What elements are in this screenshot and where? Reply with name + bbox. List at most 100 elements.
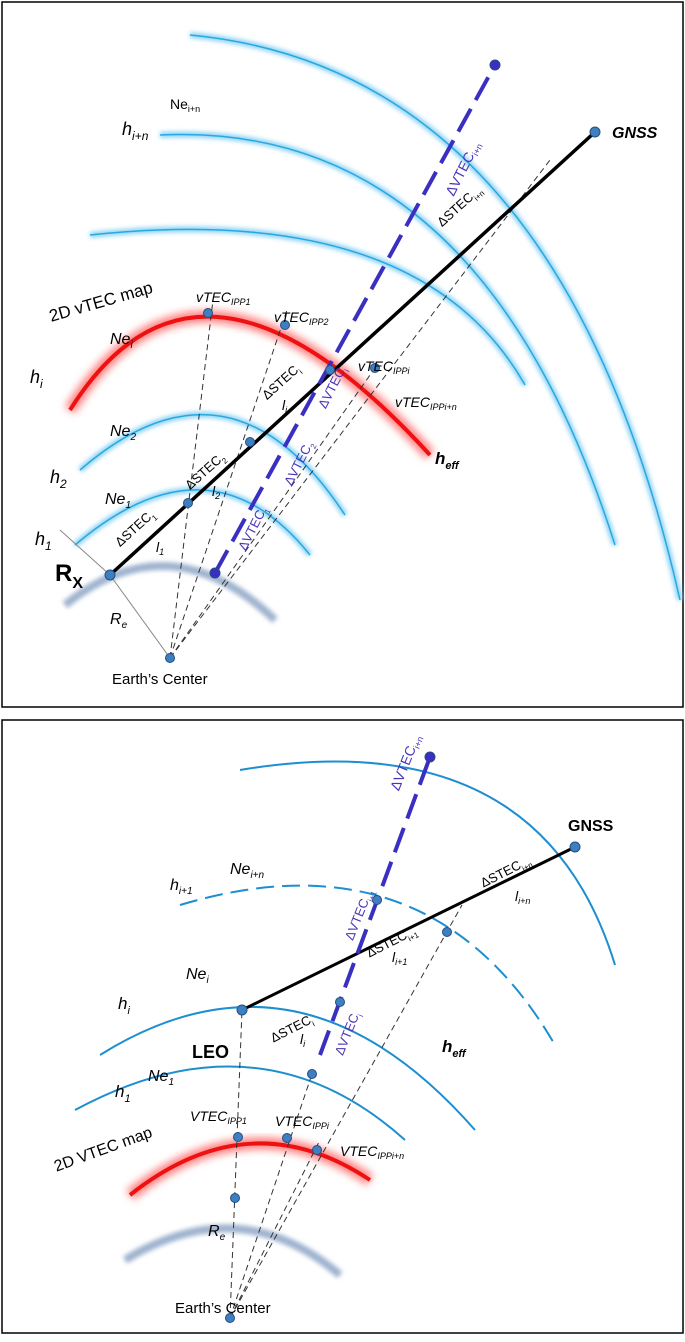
label: ΔVTECi	[315, 364, 351, 412]
label: Ne1	[148, 1068, 174, 1088]
label-subscript: i	[303, 1039, 306, 1049]
label: VTECIPPi	[275, 1113, 330, 1132]
label-text: Ne	[110, 423, 131, 440]
label-subscript: i	[285, 405, 288, 415]
label-text: R	[55, 560, 72, 587]
label-text: ΔVTEC	[442, 149, 477, 198]
label-subscript: i	[342, 367, 351, 373]
label: h1	[115, 1082, 131, 1104]
label-text: ΔSTEC	[268, 1013, 313, 1046]
label-text: h	[30, 367, 40, 387]
label: h1	[35, 529, 52, 553]
label-subscript: 1	[45, 539, 52, 553]
label-text: ΔSTEC	[182, 453, 224, 493]
label-text: VTEC	[340, 1143, 378, 1159]
label-subscript: i+n	[412, 735, 426, 750]
label-subscript: 1	[150, 512, 160, 522]
label-text: ΔVTEC	[342, 897, 372, 943]
label: 2D vTEC map	[47, 278, 155, 326]
top-arcs	[62, 32, 683, 623]
label-text: Ne	[186, 966, 207, 983]
label-text: GNSS	[612, 125, 658, 142]
label-text: l	[300, 1031, 304, 1047]
label-text: h	[442, 1037, 452, 1056]
label: Re	[208, 1223, 226, 1243]
label-text: vTEC	[274, 309, 310, 325]
label: vTECIPPi+n	[395, 394, 457, 413]
label-subscript: 2	[308, 442, 318, 451]
label-subscript: i	[206, 975, 209, 986]
label-subscript: i+n	[471, 142, 485, 157]
label-subscript: 2	[214, 491, 220, 501]
label: vTECIPP2	[274, 309, 329, 328]
label-subscript: i+n	[188, 104, 200, 114]
label: l1	[156, 539, 164, 558]
label-text: l	[282, 397, 286, 413]
top-panel	[1, 1, 684, 708]
label: Nei+n	[170, 96, 200, 115]
label-text: R	[110, 611, 122, 628]
label: LEO	[192, 1042, 229, 1062]
label: heff	[435, 449, 460, 471]
label-text: VTEC	[190, 1108, 228, 1124]
label-subscript: eff	[452, 1048, 467, 1060]
label-subscript: IPPi+n	[430, 402, 457, 412]
label: Ne1	[105, 491, 131, 511]
label-text: h	[122, 119, 132, 139]
label-text: h	[118, 994, 127, 1013]
top-points	[104, 59, 601, 663]
label: VTECIPPi+n	[340, 1143, 404, 1162]
label-subscript: IPPi	[393, 366, 411, 376]
label: ΔSTECi	[268, 1012, 316, 1048]
label: 2D VTEC map	[52, 1124, 155, 1175]
label-subscript: i	[130, 340, 133, 351]
bottom-arcs	[74, 760, 616, 1279]
bottom-points	[225, 751, 581, 1323]
label-subscript: i	[40, 377, 43, 391]
label-text: Ne	[110, 331, 131, 348]
label-subscript: i+n	[132, 129, 149, 143]
label-text: Ne	[105, 491, 126, 508]
label: Earth’s Center	[112, 671, 208, 688]
label-text: l	[212, 483, 216, 499]
label: li+n	[515, 888, 530, 907]
bottom-panel	[1, 719, 684, 1334]
label-subscript: i+n	[518, 896, 530, 906]
label-subscript: i	[356, 1013, 365, 1018]
label: l2	[212, 483, 220, 502]
label: GNSS	[612, 125, 658, 142]
label-text: VTEC	[275, 1113, 313, 1129]
label: heff	[442, 1037, 467, 1059]
label: RX	[55, 560, 83, 591]
label-text: R	[208, 1223, 220, 1240]
label-subscript: e	[220, 1232, 226, 1243]
label-text: ΔSTEC	[364, 928, 409, 961]
label-text: l	[156, 539, 160, 555]
label-text: 2D vTEC map	[47, 278, 155, 326]
label-subscript: X	[72, 575, 83, 592]
label-text: ΔVTEC	[315, 365, 348, 410]
label: h2	[50, 467, 67, 491]
label-subscript: IPP2	[309, 317, 329, 327]
label-text: l	[515, 888, 519, 904]
label: li	[300, 1031, 306, 1050]
label-subscript: 1	[262, 507, 272, 516]
label-text: Ne	[230, 861, 251, 878]
label-subscript: i+n	[250, 870, 264, 881]
label-subscript: eff	[445, 460, 460, 472]
label-text: Ne	[170, 96, 188, 112]
label: Re	[110, 611, 128, 631]
label-subscript: 2	[59, 477, 67, 491]
label-text: GNSS	[568, 818, 614, 835]
label-text: h	[435, 449, 445, 468]
label: Nei+n	[230, 861, 265, 881]
label: Earth’s Center	[175, 1300, 271, 1317]
label-text: h	[35, 529, 45, 549]
label-text: h	[170, 877, 179, 894]
label: vTECIPP1	[196, 289, 251, 308]
label-text: h	[50, 467, 60, 487]
label: hi+n	[122, 119, 149, 143]
label-text: ΔSTEC	[478, 858, 523, 891]
